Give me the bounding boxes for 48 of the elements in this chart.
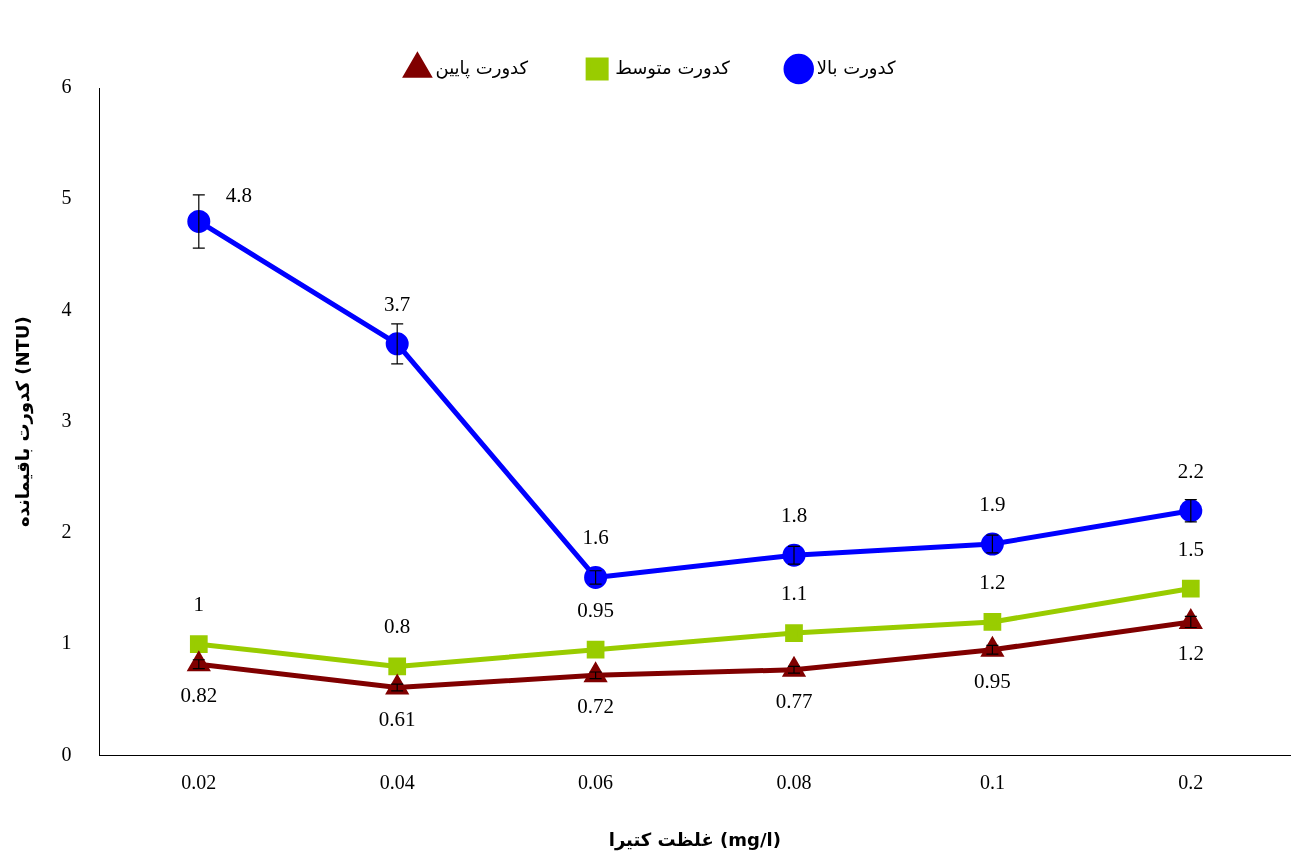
x-axis-title: غلظت کتیرا (mg/l)	[608, 828, 781, 851]
point	[187, 209, 211, 233]
data-label: 1.1	[780, 581, 808, 606]
point	[388, 657, 407, 676]
x-tick-label: 0.08	[776, 770, 812, 793]
point	[1181, 579, 1200, 598]
data-label: 0.82	[180, 683, 218, 708]
data-label: 0.77	[775, 688, 813, 713]
data-label: 1.5	[1177, 536, 1204, 561]
legend-label: کدورت پایین	[435, 56, 529, 79]
y-tick-label: 5	[61, 186, 72, 209]
y-tick-label: 1	[61, 631, 72, 654]
point	[980, 532, 1004, 556]
data-label: 1.6	[582, 525, 609, 550]
x-tick-label: 0.06	[578, 770, 614, 793]
point	[385, 332, 409, 356]
point	[189, 635, 208, 654]
y-tick-label: 6	[61, 75, 72, 98]
data-label: 0.95	[577, 597, 614, 622]
point	[586, 640, 605, 659]
y-tick-label: 3	[61, 408, 72, 431]
point	[782, 543, 806, 567]
data-label: 1.2	[1177, 640, 1204, 665]
data-label: 4.8	[225, 183, 252, 208]
point	[584, 565, 608, 589]
data-label: 0.61	[378, 706, 416, 731]
data-label: 1.8	[780, 503, 808, 528]
legend-label: کدورت بالا	[816, 56, 896, 79]
x-tick-label: 0.2	[1178, 770, 1204, 793]
point	[785, 624, 803, 642]
data-label: 0.72	[577, 694, 614, 719]
data-label: 2.2	[1177, 458, 1204, 483]
x-tick-label: 0.04	[379, 770, 415, 793]
point	[983, 613, 1002, 631]
data-label: 0.8	[384, 614, 411, 639]
x-tick-label: 0.02	[181, 770, 217, 793]
y-tick-label: 0	[61, 742, 72, 765]
data-label: 3.7	[384, 291, 411, 316]
data-label: 1	[193, 592, 205, 617]
y-tick-label: 2	[61, 520, 72, 543]
point	[1179, 499, 1203, 523]
x-tick-label: 0.1	[979, 770, 1005, 793]
data-label: 0.95	[974, 668, 1011, 693]
legend-label: کدورت متوسط	[615, 56, 731, 79]
data-label: 1.2	[979, 569, 1006, 594]
data-label: 1.9	[979, 492, 1006, 517]
y-axis-title: کدورت باقیمانده (NTU)	[12, 316, 35, 528]
y-tick-label: 4	[61, 297, 72, 320]
